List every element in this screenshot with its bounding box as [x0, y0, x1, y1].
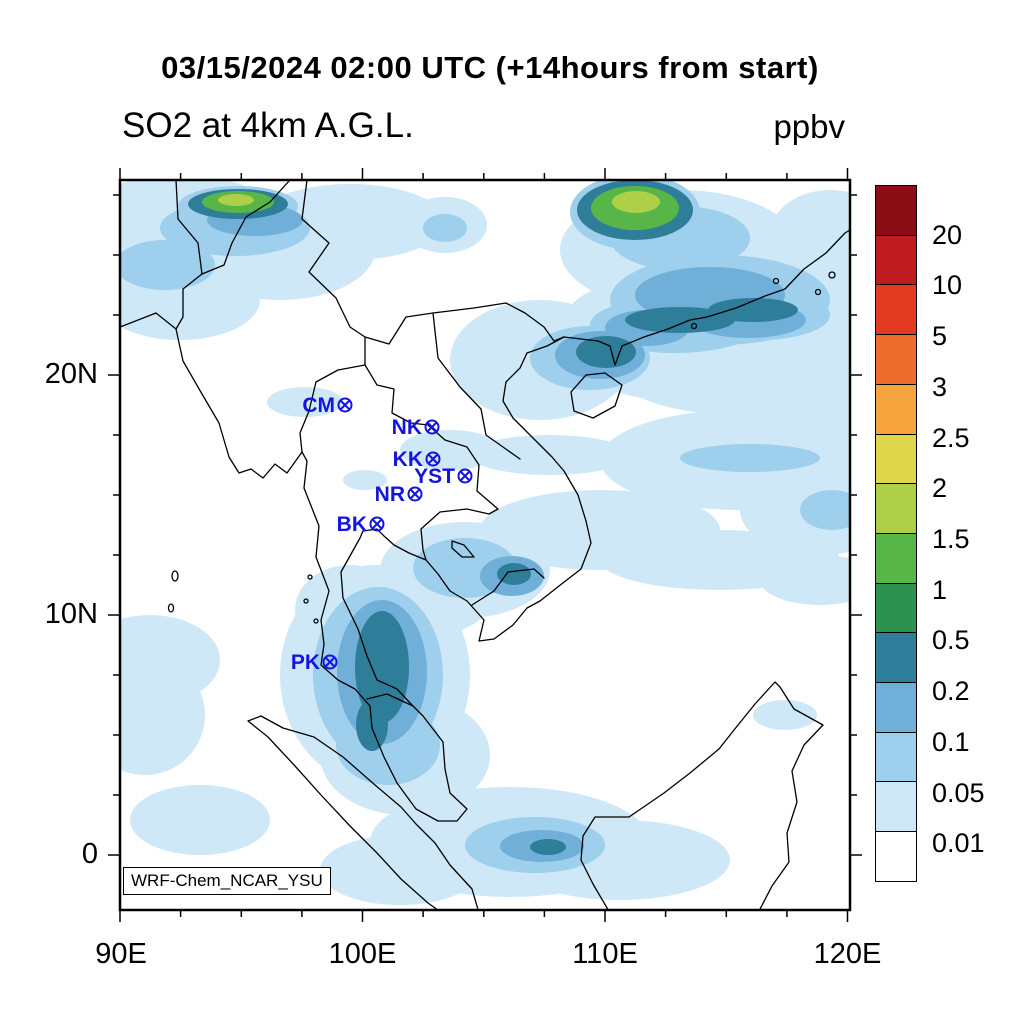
colorbar-labels: 20 10 5 3 2.5 2 1.5 1 0.5 0.2 0.1 0.05 0.01 [932, 0, 1022, 1024]
so2-field-15-2 [218, 191, 660, 213]
station-marker-yst: YST [414, 465, 473, 488]
colorbar-tick-label: 3 [932, 371, 948, 402]
x-tick-label: 120E [813, 938, 882, 970]
station-label: CM [302, 394, 335, 417]
station-label: PK [291, 651, 320, 674]
station-label: KK [393, 448, 423, 471]
station-label: NK [392, 416, 422, 439]
variable-label: SO2 at 4km A.G.L. [122, 106, 414, 145]
station-circle-icon [407, 486, 423, 502]
units-label: ppbv [773, 108, 845, 145]
station-cross-icon [427, 422, 437, 432]
station-circle-icon [425, 451, 441, 467]
colorbar-tick-label: 5 [932, 321, 948, 352]
station-cross-icon [410, 489, 420, 499]
station-marker-nr: NR [375, 483, 423, 506]
plot-frame [118, 178, 852, 912]
station-cross-icon [325, 657, 335, 667]
colorbar-cell [875, 433, 917, 485]
colorbar-cell [875, 234, 917, 286]
station-circle-icon [322, 654, 338, 670]
colorbar-tick-label: 2.5 [932, 422, 970, 453]
y-tick-label: 10N [44, 598, 98, 630]
station-cross-icon [460, 471, 470, 481]
colorbar-tick-label: 0.05 [932, 777, 985, 808]
colorbar-cell [875, 532, 917, 584]
station-cross-icon [340, 400, 350, 410]
colorbar-cell [875, 582, 917, 634]
colorbar-tick-label: 20 [932, 219, 963, 250]
station-circle-icon [337, 397, 353, 413]
station-circle-icon [457, 468, 473, 484]
colorbar-cell [875, 483, 917, 534]
y-axis-labels: 20N 10N 0 [10, 0, 98, 1024]
colorbar-cell [875, 334, 917, 385]
station-marker-bk: BK [337, 513, 385, 536]
y-tick-label: 0 [81, 838, 98, 870]
colorbar-tick-label: 2 [932, 473, 948, 504]
station-marker-kk: KK [393, 448, 441, 471]
x-tick-label: 110E [572, 938, 638, 970]
colorbar-cell [875, 781, 917, 833]
colorbar-cell [875, 185, 917, 236]
station-label: YST [414, 465, 455, 488]
colorbar-tick-label: 0.5 [932, 625, 970, 656]
coastlines [120, 180, 850, 910]
colorbar-cell [875, 682, 917, 733]
colorbar-cell [875, 284, 917, 336]
y-tick-label: 20N [44, 358, 98, 390]
station-cross-icon [428, 454, 438, 464]
colorbar-tick-label: 10 [932, 270, 963, 301]
colorbar-tick-label: 0.1 [932, 726, 970, 757]
station-label: BK [337, 513, 367, 536]
colorbar-cell [875, 383, 917, 435]
station-circle-icon [424, 419, 440, 435]
colorbar-tick-label: 0.01 [932, 828, 985, 859]
colorbar-tick-label: 1.5 [932, 523, 970, 554]
x-tick-label: 90E [95, 938, 147, 970]
station-marker-cm: CM [302, 394, 353, 417]
figure-title: 03/15/2024 02:00 UTC (+14hours from star… [161, 50, 819, 85]
station-marker-pk: PK [291, 651, 338, 674]
x-tick-label: 100E [328, 938, 397, 970]
colorbar-cell [875, 831, 917, 882]
colorbar [875, 185, 917, 882]
colorbar-tick-label: 1 [932, 574, 948, 605]
colorbar-tick-label: 0.2 [932, 676, 970, 707]
station-circle-icon [369, 516, 385, 532]
station-cross-icon [372, 519, 382, 529]
model-watermark: WRF-Chem_NCAR_YSU [123, 867, 331, 895]
x-axis-labels: 90E 100E 110E 120E [0, 938, 1024, 978]
colorbar-cell [875, 632, 917, 684]
colorbar-cell [875, 731, 917, 783]
station-marker-nk: NK [392, 416, 440, 439]
station-label: NR [375, 483, 405, 506]
